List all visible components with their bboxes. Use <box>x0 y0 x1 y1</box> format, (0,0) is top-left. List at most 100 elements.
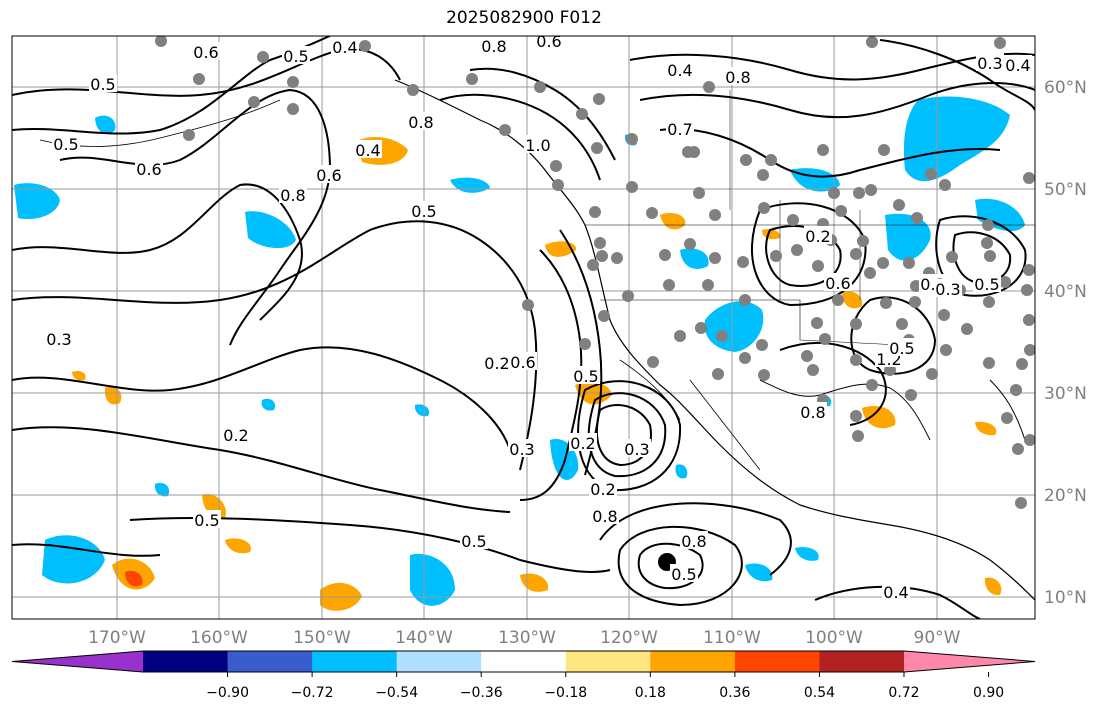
lon-tick-label: 100°W <box>805 628 863 648</box>
station-dot <box>878 144 890 156</box>
station-dot <box>832 294 844 306</box>
station-dot <box>702 279 714 291</box>
station-dot <box>1012 443 1024 455</box>
station-dot <box>626 133 638 145</box>
station-dot <box>999 276 1011 288</box>
contour-label: 0.6 <box>136 160 161 179</box>
contour-label-bg <box>666 60 694 78</box>
station-dot <box>925 168 937 180</box>
station-dot <box>938 309 950 321</box>
station-dot <box>982 219 994 231</box>
contour-label-bg <box>934 279 962 297</box>
station-dot <box>709 209 721 221</box>
fill-blue <box>903 96 1010 182</box>
contour-label: 0.5 <box>461 532 486 551</box>
colorbar-label: 0.54 <box>804 685 835 701</box>
contour-label: 0.2 <box>570 434 595 453</box>
lon-tick-label: 110°W <box>703 628 761 648</box>
contour-label-bg <box>509 352 537 370</box>
station-dot <box>257 51 269 63</box>
fill-blue <box>414 404 430 417</box>
contour-label-bg <box>572 366 600 384</box>
station-dot <box>880 297 892 309</box>
contour-label: 0.5 <box>90 75 115 94</box>
fill-orange <box>72 370 86 381</box>
contour-label: 0.5 <box>889 339 914 358</box>
station-dot <box>695 322 707 334</box>
station-dot <box>961 323 973 335</box>
station-dot <box>576 108 588 120</box>
contour-label: 0.5 <box>53 135 78 154</box>
fill-blue <box>795 547 819 561</box>
station-dot <box>940 344 952 356</box>
fill-blue <box>885 213 931 261</box>
fill-orange <box>225 538 251 554</box>
contour-label: 0.4 <box>355 141 380 160</box>
station-dot <box>499 124 511 136</box>
station-dot <box>591 142 603 154</box>
fill-orange <box>660 213 686 230</box>
colorbar-label: 0.18 <box>635 685 666 701</box>
contour-label-bg <box>45 329 73 347</box>
contour-label-bg <box>623 439 651 457</box>
contour-label: 0.8 <box>592 507 617 526</box>
fill-orange <box>842 291 863 309</box>
colorbar-label: −0.90 <box>206 685 249 701</box>
map-area <box>12 36 1035 619</box>
contour-labels: 0.50.6 0.5 0.4 0.8 0.60.4 0.80.3 0.40.70.80.60… <box>45 36 1032 602</box>
contour-label-bg <box>804 226 832 244</box>
contour-label-bg <box>670 564 698 582</box>
colorbar-label: 0.90 <box>973 685 1004 701</box>
station-dot <box>716 330 728 342</box>
station-dot <box>659 249 671 261</box>
colorbar-segment <box>819 651 905 672</box>
contour-label-bg <box>799 402 827 420</box>
contour-label: 0.8 <box>280 186 305 205</box>
station-dot <box>466 73 478 85</box>
station-dot <box>905 389 917 401</box>
lon-tick-label: 150°W <box>293 628 351 648</box>
station-dot <box>740 154 752 166</box>
station-dot <box>866 36 878 48</box>
colorbar-label: 0.72 <box>888 685 919 701</box>
station-dot <box>359 40 371 52</box>
colorbar-segment <box>312 651 398 672</box>
contour-label-bg <box>135 159 163 177</box>
lon-tick-label: 140°W <box>395 628 453 648</box>
station-dot <box>926 368 938 380</box>
station-dot <box>981 237 993 249</box>
contour-label: 0.3 <box>624 440 649 459</box>
contour-label: 0.5 <box>974 275 999 294</box>
station-dot <box>877 257 889 269</box>
contour-label: 0.5 <box>283 47 308 66</box>
station-dot <box>946 251 958 263</box>
contour-label: 0.3 <box>935 280 960 299</box>
station-dot <box>866 379 878 391</box>
colorbar-segment <box>143 651 229 672</box>
contour-label: 0.6 <box>825 274 850 293</box>
colorbar-segment <box>396 651 482 672</box>
station-dot <box>865 184 877 196</box>
colorbar-segment <box>650 651 736 672</box>
contour-label-bg <box>1004 55 1032 73</box>
contour-label: 0.4 <box>883 583 908 602</box>
contour-label: 0.5 <box>411 202 436 221</box>
station-dot <box>864 267 876 279</box>
station-dot <box>674 330 686 342</box>
contour-label: 0.2 <box>590 480 615 499</box>
fill-blue <box>245 211 296 249</box>
lon-tick-label: 120°W <box>600 628 658 648</box>
contour-label: 0.4 <box>1005 56 1030 75</box>
station-dot <box>911 212 923 224</box>
fill-blue <box>410 553 455 606</box>
contour-label-bg <box>666 119 694 137</box>
station-dot <box>758 369 770 381</box>
contour-label: 0.5 <box>194 511 219 530</box>
contour-label-bg <box>279 185 307 203</box>
station-dot <box>737 256 749 268</box>
station-dot <box>703 81 715 93</box>
fill-blue <box>154 482 170 497</box>
contour-label-bg <box>282 46 310 64</box>
colorbar-segment <box>227 651 313 672</box>
station-dot <box>1023 314 1035 326</box>
